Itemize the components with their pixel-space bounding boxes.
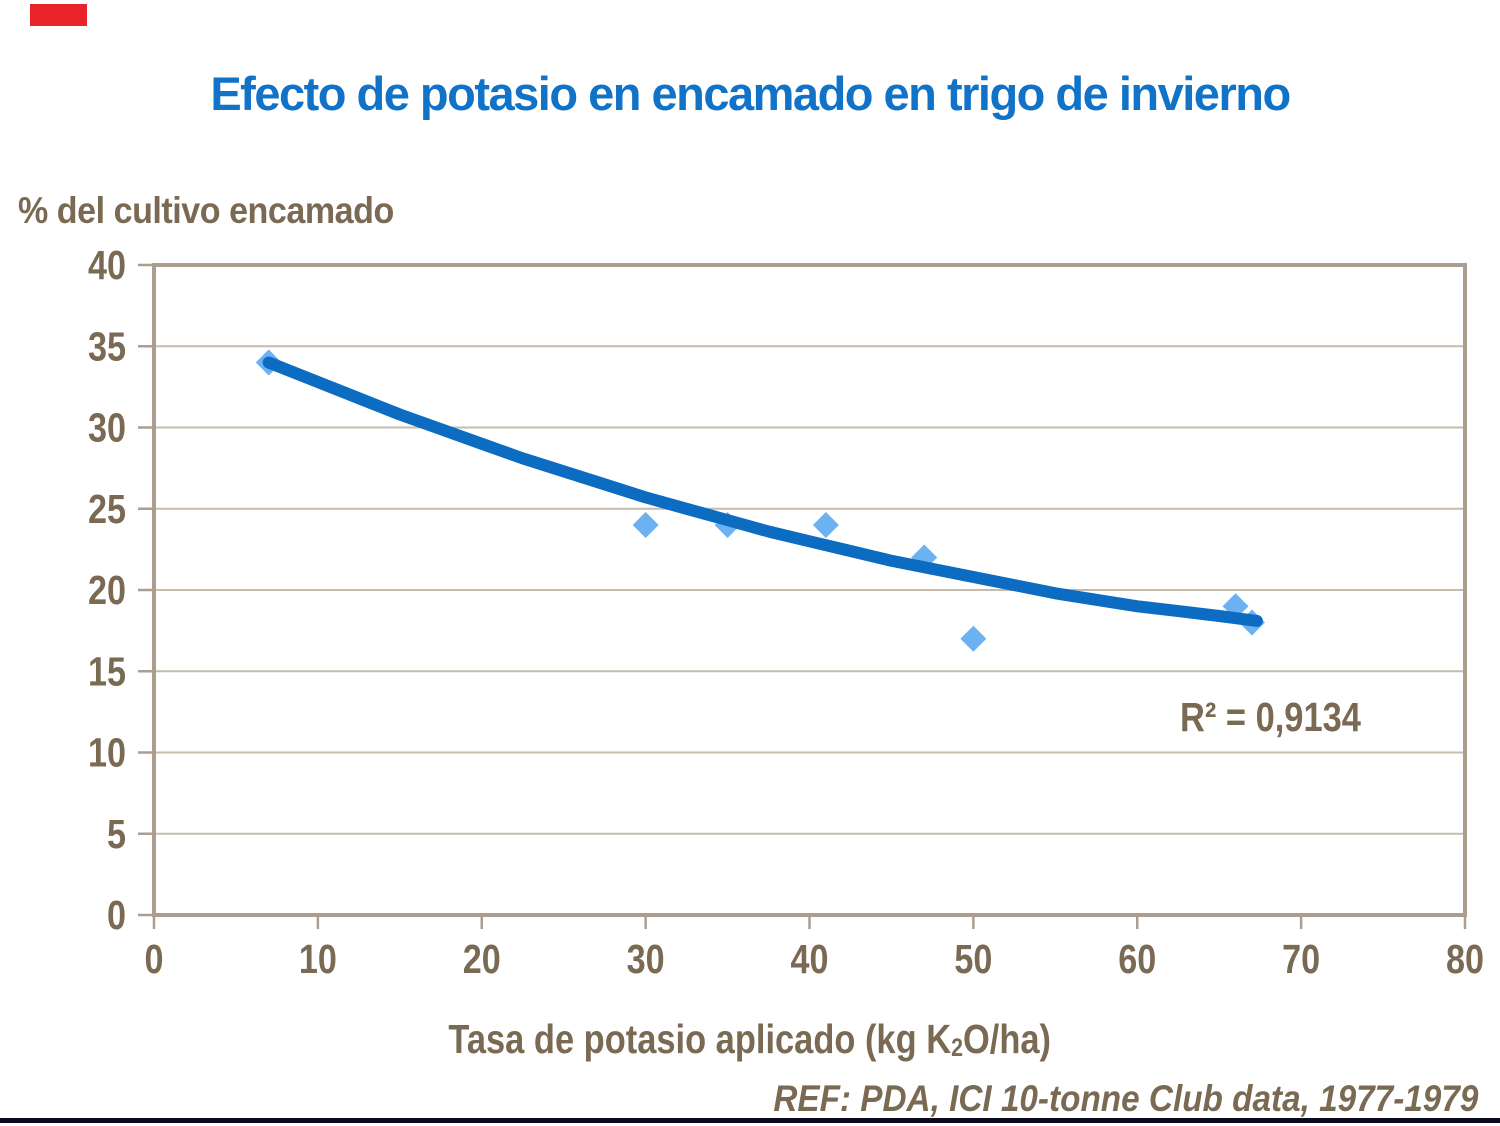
data-point-3 [812, 512, 839, 538]
y-tick-label-30: 30 [88, 405, 126, 451]
y-tick-label-0: 0 [107, 892, 126, 938]
y-tick-label-20: 20 [88, 567, 126, 613]
y-tick-label-35: 35 [88, 323, 126, 369]
y-tick-label-10: 10 [88, 730, 126, 776]
x-tick-label-50: 50 [954, 936, 992, 982]
bottom-rule [0, 1118, 1500, 1123]
x-axis-title-suffix: O/ha) [963, 1016, 1052, 1062]
data-point-1 [632, 512, 659, 538]
x-tick-label-40: 40 [791, 936, 829, 982]
x-tick-label-0: 0 [145, 936, 164, 982]
y-tick-label-5: 5 [107, 811, 126, 857]
x-tick-label-30: 30 [627, 936, 665, 982]
data-point-5 [960, 625, 987, 652]
reference-note: REF: PDA, ICI 10-tonne Club data, 1977-1… [772, 1078, 1478, 1119]
x-axis-title-prefix: Tasa de potasio aplicado (kg K [448, 1016, 952, 1062]
x-axis-title: Tasa de potasio aplicado (kg K2O/ha) [449, 1016, 1052, 1063]
red-corner-marker [30, 4, 87, 26]
x-tick-label-20: 20 [463, 936, 501, 982]
y-tick-label-15: 15 [88, 648, 126, 694]
trend-curve [262, 356, 1263, 627]
x-tick-label-70: 70 [1282, 936, 1320, 982]
chart-title: Efecto de potasio en encamado en trigo d… [210, 67, 1291, 120]
y-tick-label-25: 25 [88, 486, 126, 532]
y-axis-title: % del cultivo encamado [18, 190, 394, 231]
x-axis-title-subscript: 2 [951, 1034, 964, 1063]
x-axis-title-wrap: Tasa de potasio aplicado (kg K2O/ha) [0, 1016, 1500, 1063]
x-tick-label-10: 10 [299, 936, 337, 982]
x-tick-label-80: 80 [1446, 936, 1484, 982]
r-squared-label: R² = 0,9134 [1180, 694, 1361, 740]
y-tick-label-40: 40 [88, 242, 126, 288]
x-tick-label-60: 60 [1118, 936, 1156, 982]
